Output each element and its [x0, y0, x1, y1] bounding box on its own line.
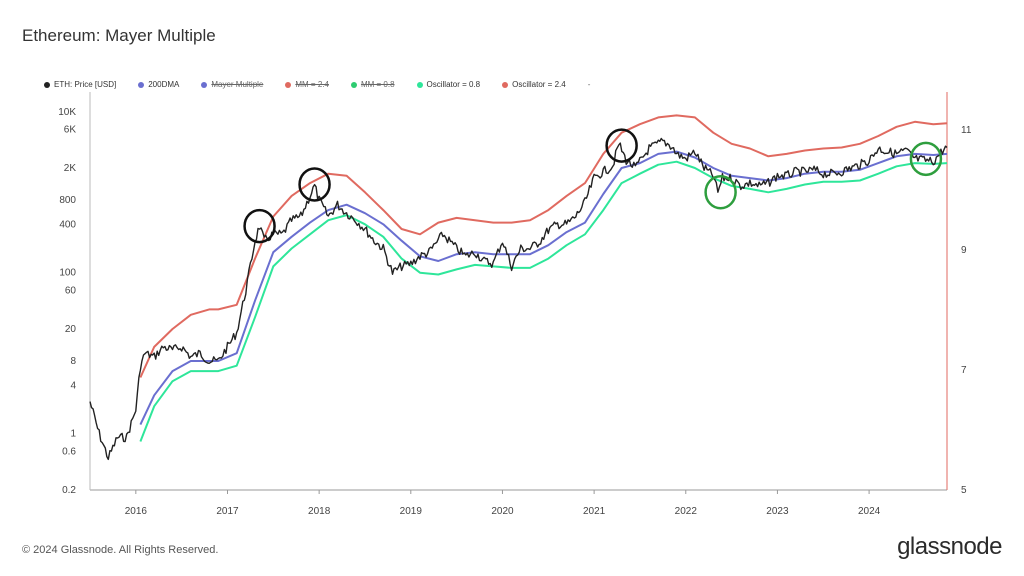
y-tick-label: 20 [65, 324, 77, 335]
annotation-circle [243, 208, 276, 244]
legend-dot-icon [285, 81, 292, 88]
legend-label: Oscillator = 0.8 [426, 80, 481, 89]
annotation-circle [605, 128, 638, 163]
y-tick-label: 10K [58, 107, 76, 118]
legend: ETH: Price [USD] 200DMA Mayer Multiple MM =… [44, 80, 590, 89]
legend-item[interactable]: 200DMA [138, 80, 179, 89]
x-tick-label: 2018 [308, 506, 331, 517]
annotation-circle [298, 167, 331, 202]
legend-dot-icon [138, 81, 145, 88]
legend-dot-icon [416, 81, 423, 88]
y-tick-label: 6K [64, 125, 77, 136]
series-line-200dma [139, 150, 948, 426]
y-tick-label: 1 [70, 429, 76, 440]
series-line-oscillator-0-8 [139, 160, 948, 442]
y-tick-label: 800 [59, 195, 76, 206]
legend-extra: - [587, 80, 591, 89]
legend-label: MM = 2.4 [295, 80, 329, 89]
x-tick-label: 2017 [216, 506, 239, 517]
legend-dot-icon [201, 81, 208, 88]
annotation-circle [909, 141, 943, 177]
legend-label: Mayer Multiple [211, 80, 264, 89]
y-tick-label: 8 [70, 356, 76, 367]
y-tick-label: 2K [64, 163, 77, 174]
x-tick-label: 2022 [675, 506, 698, 517]
legend-item[interactable]: Oscillator = 2.4 [502, 80, 566, 89]
brand-logo: glassnode [897, 533, 1002, 560]
legend-item[interactable]: Oscillator = 0.8 [416, 80, 481, 89]
legend-item[interactable]: MM = 0.8 [350, 80, 395, 89]
y-tick-label: 60 [65, 286, 77, 297]
y-tick-label: 4 [70, 380, 76, 391]
y-tick-label: 0.2 [62, 485, 76, 496]
legend-dot-icon [502, 81, 509, 88]
x-tick-label: 2024 [858, 506, 881, 517]
annotation-circle [704, 175, 737, 210]
x-tick-label: 2023 [766, 506, 789, 517]
legend-label: MM = 0.8 [360, 80, 395, 89]
x-tick-label: 2020 [491, 506, 514, 517]
legend-dot-icon [44, 81, 50, 88]
legend-label: ETH: Price [USD] [54, 80, 117, 89]
y-tick-label: 100 [59, 268, 76, 279]
x-tick-label: 2021 [583, 506, 606, 517]
y-tick-label: 400 [59, 219, 76, 230]
x-tick-label: 2019 [400, 506, 423, 517]
y2-tick-label: 7 [961, 365, 967, 376]
y2-tick-label: 9 [961, 245, 967, 256]
legend-item[interactable]: Mayer Multiple [201, 80, 263, 89]
y-tick-label: 0.6 [62, 447, 76, 458]
copyright-footer: © 2024 Glassnode. All Rights Reserved. [22, 544, 219, 556]
legend-item[interactable]: MM = 2.4 [285, 80, 329, 89]
legend-dot-icon [350, 81, 357, 88]
y2-tick-label: 5 [961, 485, 967, 496]
x-tick-label: 2016 [125, 506, 148, 517]
y2-tick-label: 11 [961, 125, 972, 136]
legend-label: Oscillator = 2.4 [512, 80, 566, 89]
series-line-eth-price-usd- [89, 137, 948, 461]
chart-title: Ethereum: Mayer Multiple [22, 26, 216, 45]
legend-label: 200DMA [148, 80, 180, 89]
legend-item[interactable]: ETH: Price [USD] [44, 80, 116, 89]
